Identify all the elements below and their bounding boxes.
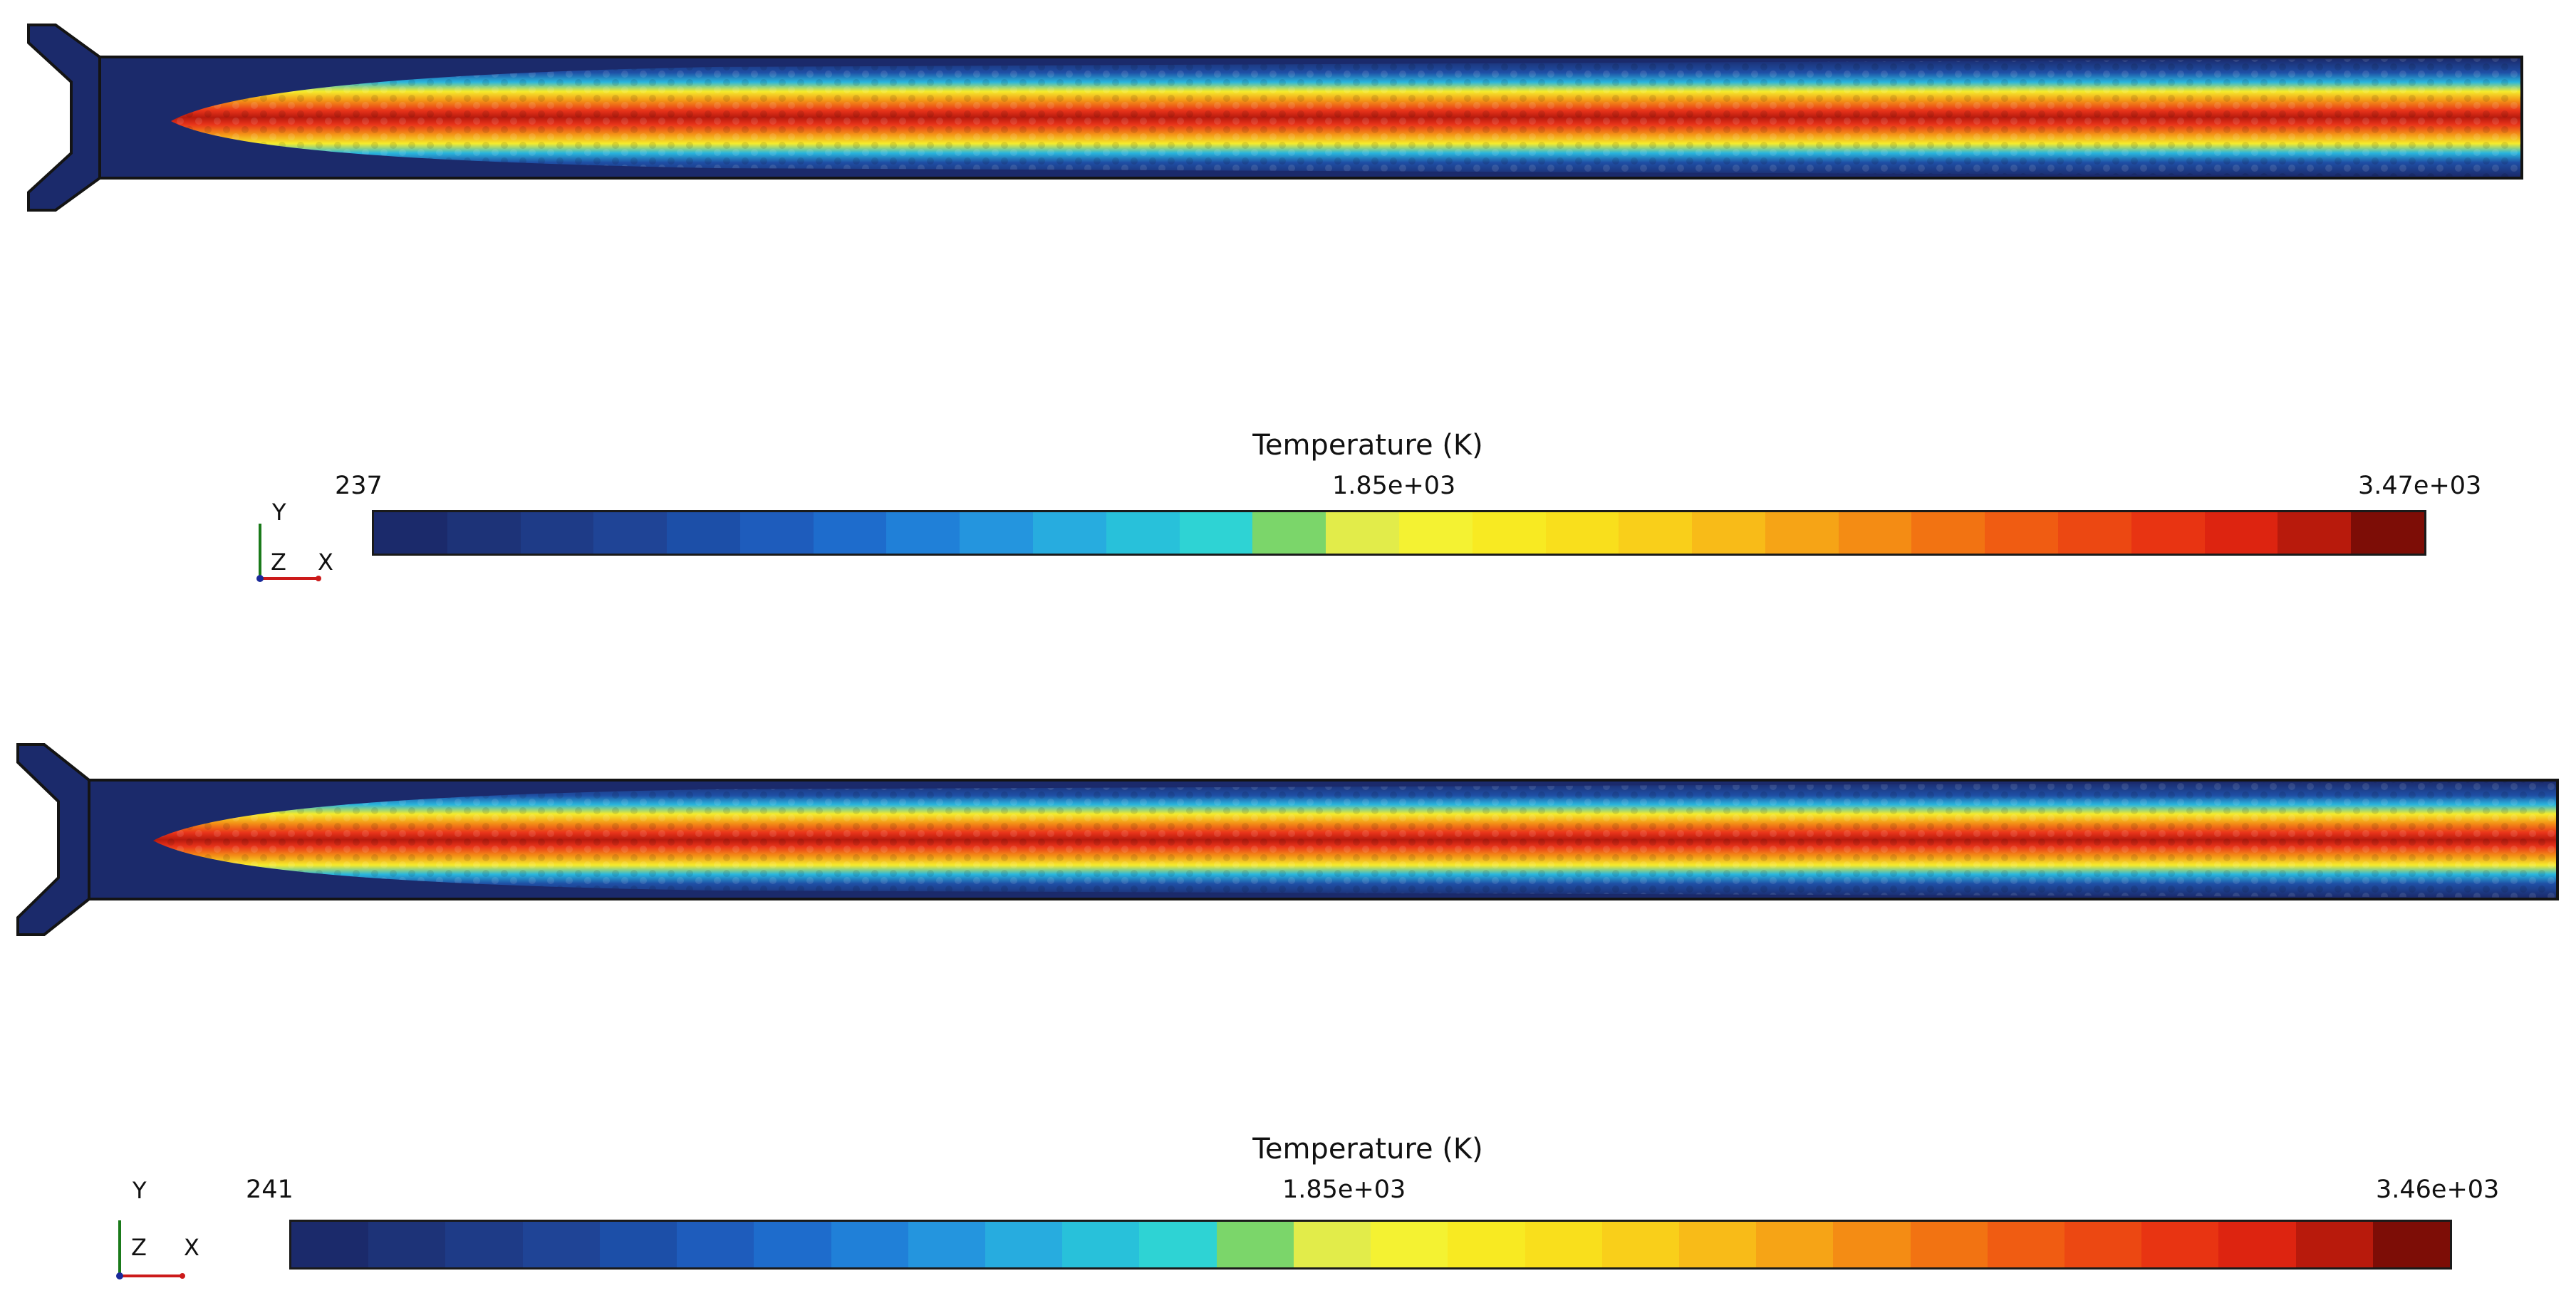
colorbar-bottom xyxy=(289,1220,2452,1270)
colorbar-segment xyxy=(599,1222,677,1267)
colorbar-segment xyxy=(1619,512,1693,554)
colorbar-segment xyxy=(1756,1222,1834,1267)
colorbar-segment xyxy=(1448,1222,1525,1267)
colorbar-segment xyxy=(1179,512,1253,554)
colorbar-segment xyxy=(2295,1222,2373,1267)
colorbar-segment xyxy=(1678,1222,1757,1267)
colorbar-segment xyxy=(1139,1222,1217,1267)
colorbar-segment xyxy=(1252,512,1326,554)
colorbar-segment xyxy=(522,1222,600,1267)
colorbar-segment xyxy=(831,1222,908,1267)
colorbar-segment xyxy=(1472,512,1546,554)
top-panel: Temperature (K) 237 1.85e+03 3.47e+03 Y … xyxy=(0,0,2576,641)
colorbar-segment xyxy=(1985,512,2058,554)
colorbar-segment xyxy=(1765,512,1839,554)
colorbar-max-label-top: 3.47e+03 xyxy=(2358,472,2482,500)
colorbar-segment xyxy=(2372,1222,2451,1267)
colorbar-segment xyxy=(2141,1222,2219,1267)
colorbar-segment xyxy=(1326,512,1399,554)
colorbar-segment xyxy=(1601,1222,1679,1267)
colorbar-segment xyxy=(520,512,594,554)
bottom-panel: Temperature (K) 241 1.85e+03 3.46e+03 Y … xyxy=(0,712,2576,1303)
colorbar-segment xyxy=(593,512,668,554)
colorbar-segment xyxy=(1838,512,1912,554)
colorbar-segment xyxy=(1692,512,1765,554)
colorbar-segment xyxy=(1545,512,1619,554)
colorbar-segment xyxy=(813,512,887,554)
colorbar-segment xyxy=(1525,1222,1602,1267)
axis-triad-bottom xyxy=(116,1220,185,1279)
axis-x-label-bottom: X xyxy=(184,1234,199,1261)
colorbar-segment xyxy=(1106,512,1180,554)
colorbar-title-top: Temperature (K) xyxy=(1252,429,1483,462)
temperature-contour-bottom xyxy=(16,743,2559,936)
colorbar-mid-label-top: 1.85e+03 xyxy=(1332,472,1456,500)
colorbar-segment xyxy=(1398,512,1473,554)
colorbar-segment xyxy=(1911,512,1985,554)
colorbar-segment xyxy=(677,1222,754,1267)
colorbar-segment xyxy=(985,1222,1063,1267)
colorbar-max-label-bottom: 3.46e+03 xyxy=(2376,1175,2500,1204)
colorbar-min-label-top: 237 xyxy=(335,472,383,500)
colorbar-top xyxy=(372,510,2426,556)
colorbar-mid-label-bottom: 1.85e+03 xyxy=(1282,1175,1406,1204)
colorbar-segment xyxy=(960,512,1034,554)
colorbar-segment xyxy=(2218,1222,2296,1267)
axis-y-label-bottom: Y xyxy=(133,1177,147,1204)
colorbar-segment xyxy=(739,512,814,554)
colorbar-segment xyxy=(886,512,960,554)
colorbar-segment xyxy=(368,1222,446,1267)
colorbar-segment xyxy=(1987,1222,2065,1267)
colorbar-segment xyxy=(1033,512,1106,554)
colorbar-segment xyxy=(1371,1222,1448,1267)
axis-y-label-top: Y xyxy=(272,499,286,526)
colorbar-segment xyxy=(1833,1222,1911,1267)
colorbar-segment xyxy=(445,1222,523,1267)
axis-triad-top xyxy=(256,524,321,582)
colorbar-segment xyxy=(2351,512,2424,554)
colorbar-segment xyxy=(447,512,521,554)
colorbar-segment xyxy=(2204,512,2278,554)
temperature-contour-top xyxy=(27,24,2523,212)
colorbar-segment xyxy=(754,1222,831,1267)
colorbar-segment xyxy=(2278,512,2352,554)
axis-x-label-top: X xyxy=(318,549,333,576)
colorbar-segment xyxy=(2065,1222,2142,1267)
colorbar-segment xyxy=(667,512,740,554)
axis-z-label-bottom: Z xyxy=(131,1234,147,1261)
colorbar-segment xyxy=(2131,512,2205,554)
colorbar-segment xyxy=(1216,1222,1294,1267)
colorbar-title-bottom: Temperature (K) xyxy=(1252,1133,1483,1166)
colorbar-min-label-bottom: 241 xyxy=(246,1175,294,1204)
axis-z-label-top: Z xyxy=(271,549,286,576)
colorbar-segment xyxy=(1293,1222,1371,1267)
colorbar-segment xyxy=(374,512,447,554)
colorbar-segment xyxy=(2057,512,2131,554)
colorbar-segment xyxy=(908,1222,985,1267)
colorbar-segment xyxy=(1062,1222,1140,1267)
colorbar-segment xyxy=(1910,1222,1988,1267)
colorbar-segment xyxy=(291,1222,369,1267)
